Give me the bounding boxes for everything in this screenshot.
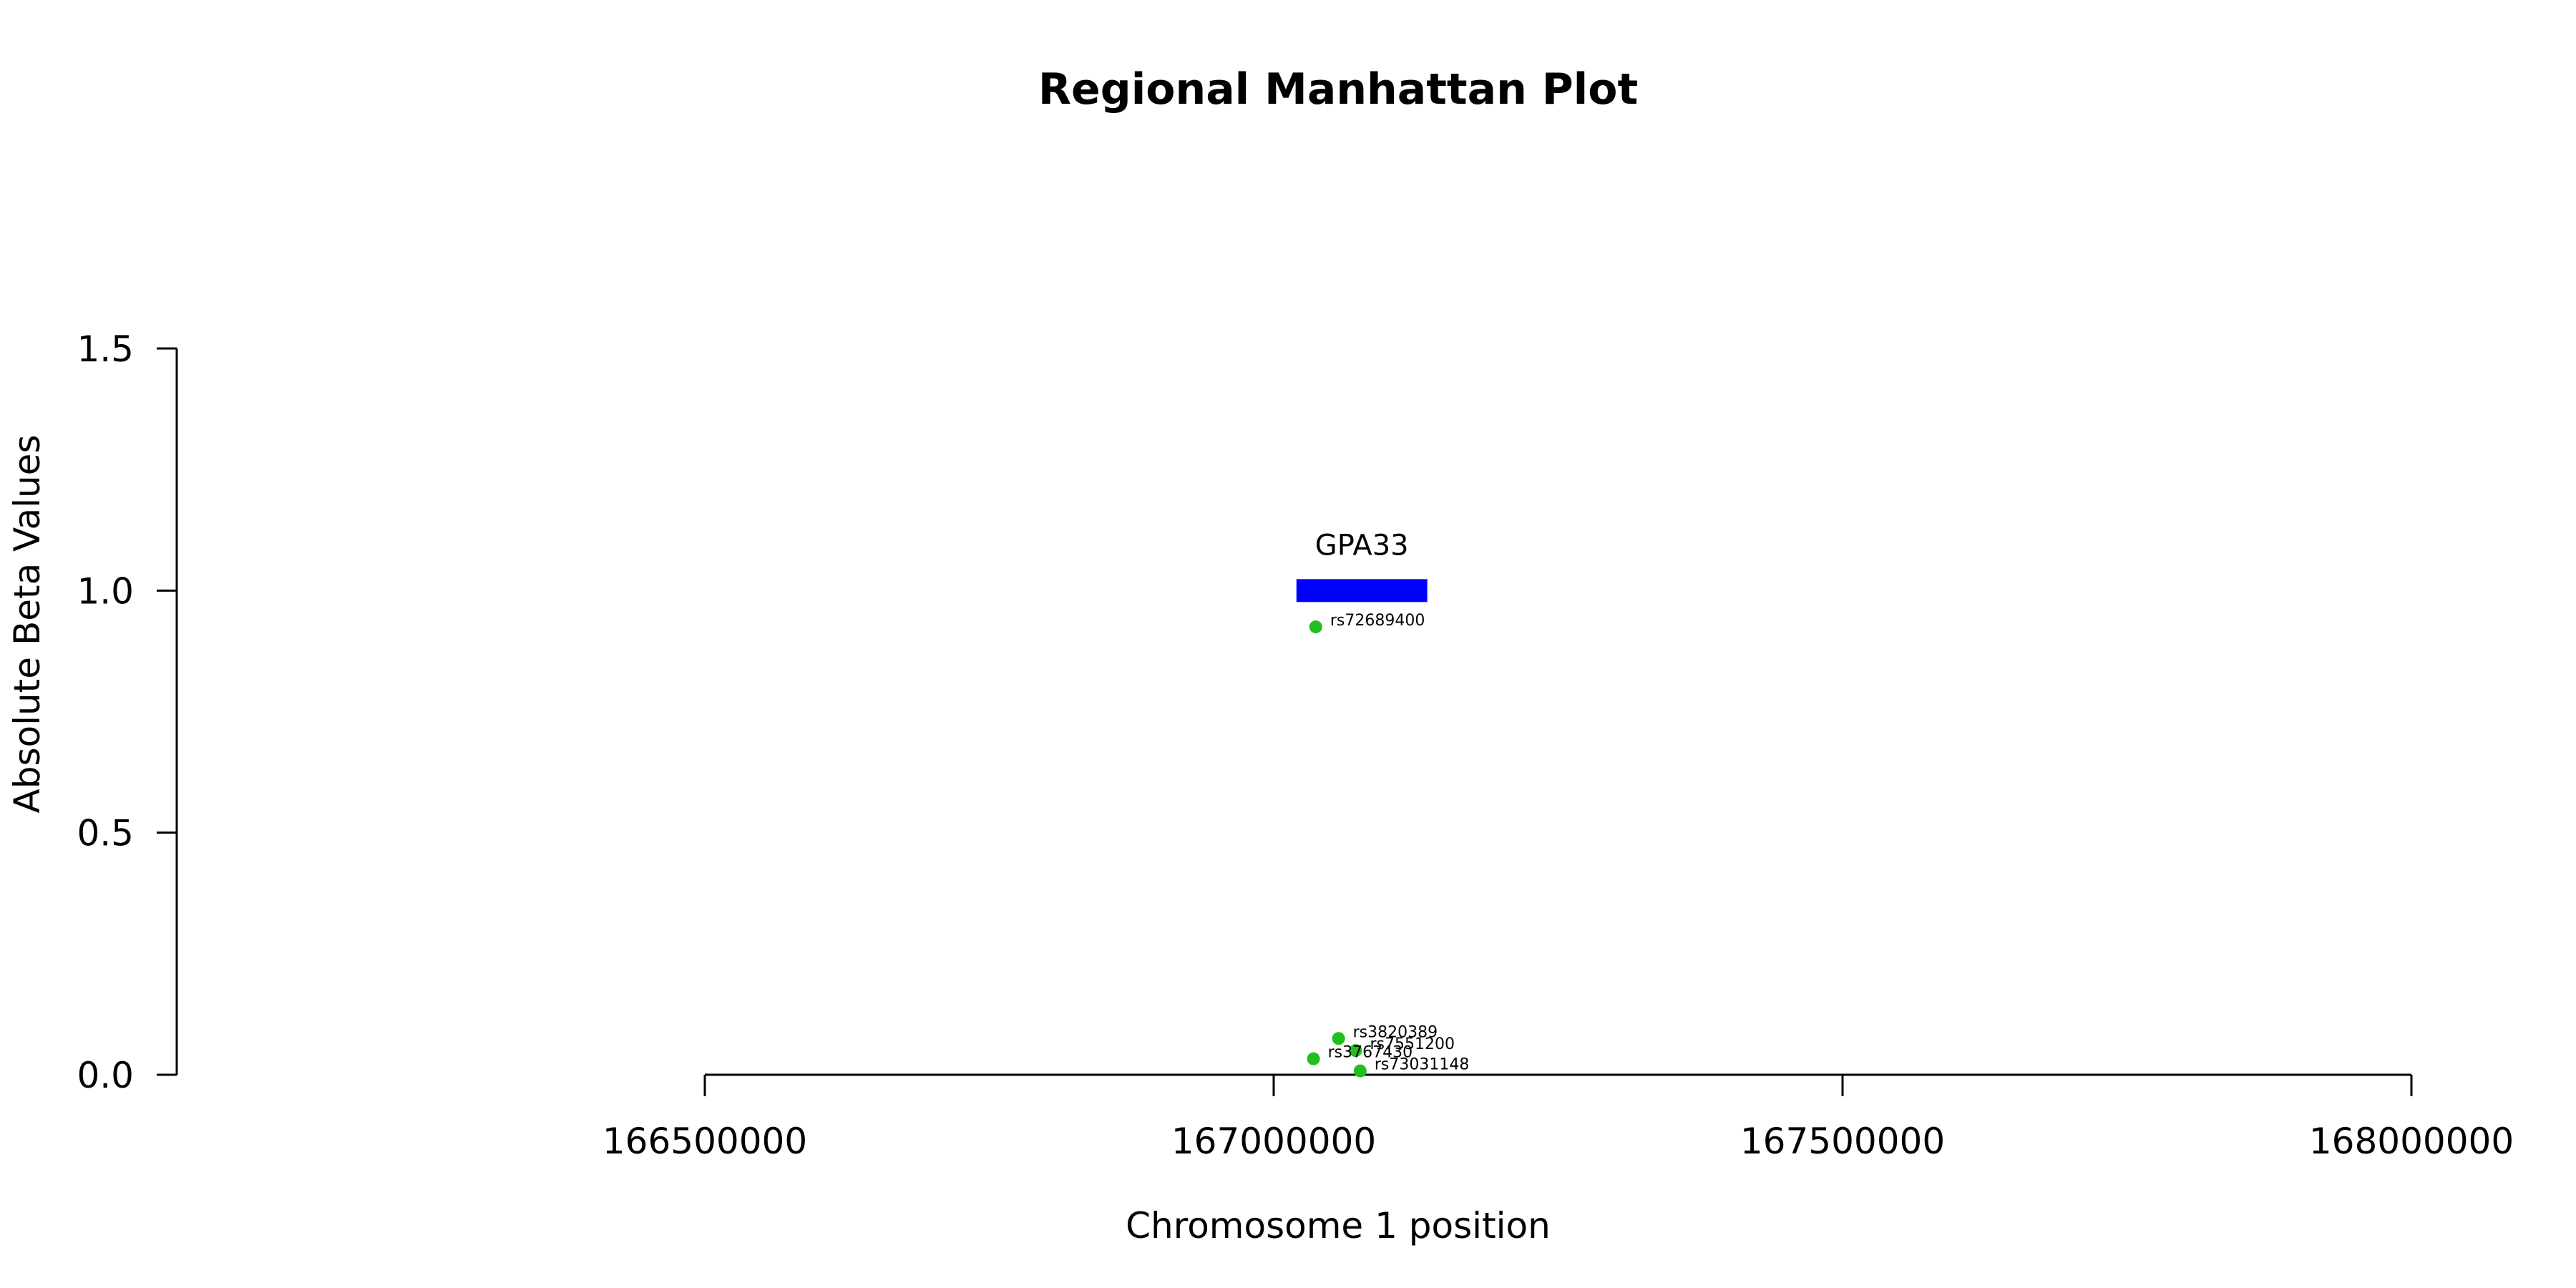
y-tick-label: 0.0 (77, 1055, 134, 1096)
snp-point (1307, 1052, 1320, 1065)
snp-point (1332, 1032, 1345, 1045)
snp-point (1349, 1044, 1362, 1058)
y-tick-label: 1.0 (77, 570, 134, 612)
y-axis-label: Absolute Beta Values (6, 435, 48, 814)
x-axis-label: Chromosome 1 position (1126, 1205, 1551, 1246)
snp-point (1309, 620, 1322, 634)
chart-title: Regional Manhattan Plot (1038, 64, 1638, 114)
snp-label: rs72689400 (1330, 612, 1425, 630)
x-axis: 166500000 167000000 167500000 168000000 (602, 1073, 2514, 1162)
x-tick-label: 167500000 (1740, 1121, 1945, 1162)
snp-label: rs73031148 (1375, 1056, 1469, 1074)
snp-label: rs3767430 (1328, 1044, 1413, 1062)
gene-track: GPA33 (1296, 529, 1428, 602)
y-tick-label: 0.5 (77, 813, 134, 854)
snp-point (1353, 1064, 1367, 1078)
x-tick-label: 168000000 (2309, 1121, 2514, 1162)
x-tick-label: 166500000 (602, 1121, 807, 1162)
snp-label: rs3820389 (1353, 1023, 1438, 1041)
snp-points: rs72689400 rs3820389rs7551200rs3767430rs7… (1307, 612, 1469, 1078)
y-axis: 0.0 0.5 1.0 1.5 (77, 328, 178, 1096)
gene-label: GPA33 (1315, 529, 1409, 562)
x-tick-label: 167000000 (1171, 1121, 1376, 1162)
gene-bar (1296, 579, 1428, 602)
snp-label: rs7551200 (1370, 1035, 1455, 1053)
y-tick-label: 1.5 (77, 328, 134, 370)
